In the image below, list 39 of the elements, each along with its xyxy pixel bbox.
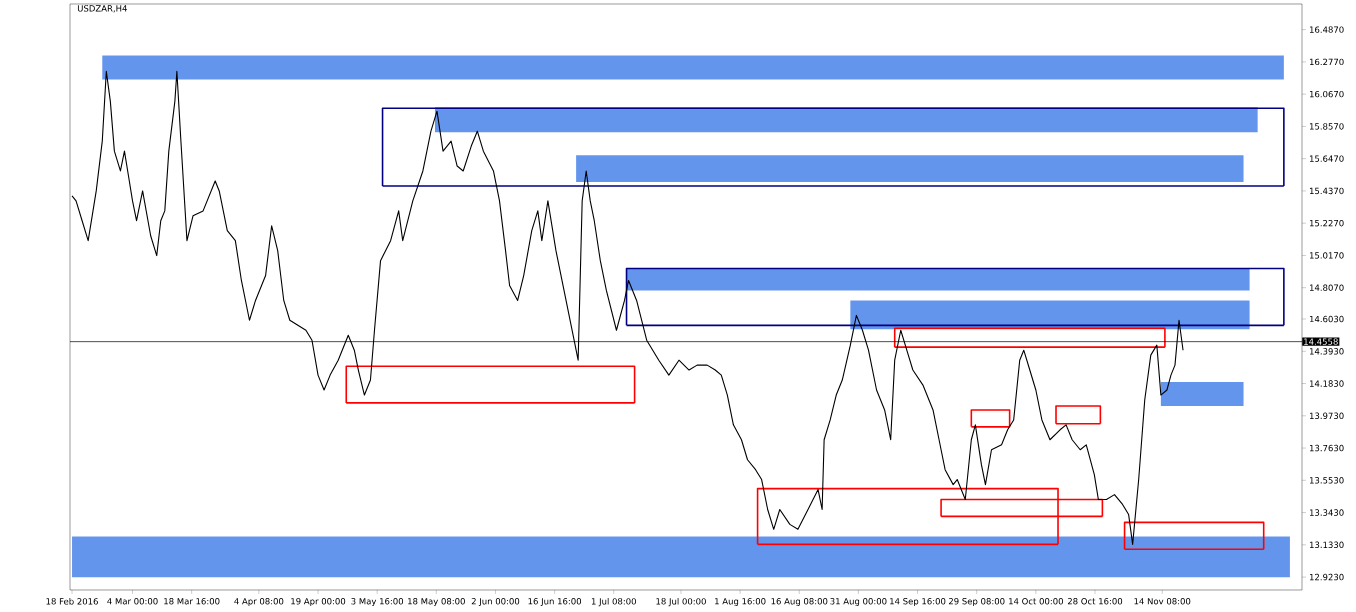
x-tick-label: 14 Oct 00:00 bbox=[1009, 598, 1063, 605]
y-tick-label: 16.0670 bbox=[1309, 90, 1344, 98]
x-tick-label: 19 Apr 00:00 bbox=[291, 598, 346, 607]
y-tick-label: 13.5530 bbox=[1309, 477, 1344, 484]
y-tick-label: 16.2770 bbox=[1309, 58, 1344, 66]
x-tick-label: 18 Mar 16:00 bbox=[164, 598, 220, 605]
y-tick-label: 14.8070 bbox=[1309, 284, 1344, 291]
x-tick-label: 16 Aug 08:00 bbox=[771, 598, 828, 607]
x-tick-label: 18 May 08:00 bbox=[408, 598, 465, 607]
y-tick-label: 12.9230 bbox=[1309, 573, 1344, 581]
y-tick-label: 13.3430 bbox=[1309, 509, 1344, 516]
x-tick-label: 29 Sep 08:00 bbox=[948, 598, 1005, 607]
x-tick-label: 16 Jun 16:00 bbox=[528, 598, 582, 607]
x-tick-label: 4 Mar 00:00 bbox=[107, 598, 158, 605]
x-tick-label: 1 Jul 08:00 bbox=[591, 598, 636, 607]
ref-line-label: 14.4558 bbox=[1304, 338, 1338, 345]
y-tick-label: 13.7630 bbox=[1309, 444, 1344, 452]
y-tick-label: 14.3930 bbox=[1309, 348, 1344, 355]
x-tick-label: 1 Aug 16:00 bbox=[715, 598, 766, 607]
x-tick-label: 18 Feb 2016 bbox=[46, 598, 98, 605]
y-tick-label: 15.0170 bbox=[1309, 252, 1344, 259]
x-tick-label: 18 Jul 00:00 bbox=[656, 598, 706, 607]
x-tick-label: 2 Jun 00:00 bbox=[471, 598, 520, 607]
x-tick-label: 28 Oct 16:00 bbox=[1067, 598, 1123, 605]
x-tick-label: 31 Aug 00:00 bbox=[830, 598, 887, 607]
x-tick-label: 4 Apr 08:00 bbox=[234, 598, 284, 607]
x-tick-label: 3 May 16:00 bbox=[351, 598, 404, 607]
y-tick-label: 16.4870 bbox=[1309, 26, 1344, 33]
y-tick-label: 15.8570 bbox=[1309, 123, 1344, 130]
y-tick-label: 13.9730 bbox=[1309, 412, 1344, 420]
chart-title: USDZAR,H4 bbox=[77, 5, 127, 13]
y-tick-label: 14.6030 bbox=[1309, 315, 1344, 323]
y-tick-label: 15.4370 bbox=[1309, 187, 1344, 195]
x-tick-label: 14 Sep 16:00 bbox=[890, 598, 946, 607]
x-tick-label: 14 Nov 08:00 bbox=[1134, 598, 1191, 605]
y-tick-label: 15.2270 bbox=[1309, 219, 1344, 227]
y-tick-label: 15.6470 bbox=[1309, 155, 1344, 162]
y-tick-label: 14.1830 bbox=[1309, 380, 1344, 387]
y-tick-label: 13.1330 bbox=[1309, 541, 1344, 549]
